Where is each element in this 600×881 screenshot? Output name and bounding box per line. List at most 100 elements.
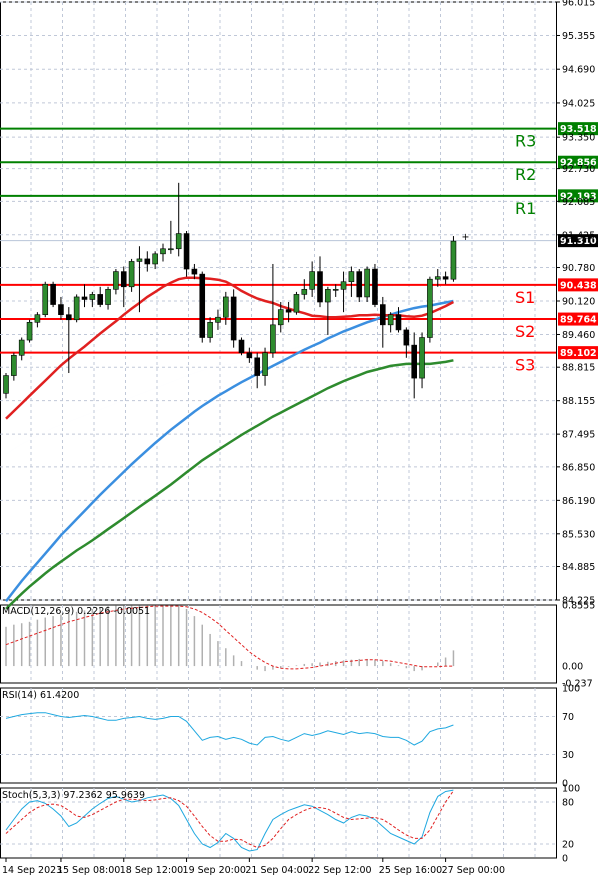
candle xyxy=(285,302,292,323)
candle-body-up xyxy=(277,309,284,326)
level-tag-S3: 89.102 xyxy=(560,348,597,359)
candle xyxy=(395,307,402,333)
level-label-R2: R2 xyxy=(515,165,536,184)
candle xyxy=(427,276,433,343)
level-tag-R3: 93.518 xyxy=(560,124,597,135)
stoch-tick-label: 100 xyxy=(562,784,580,795)
candle-body-down xyxy=(285,309,292,313)
candle-body-down xyxy=(120,271,127,288)
panel-frame-2 xyxy=(0,687,557,784)
candle-body-up xyxy=(168,248,174,251)
time-tick-label: 21 Sep 04:00 xyxy=(245,865,308,876)
candle xyxy=(230,289,237,348)
level-tag-S1: 90.438 xyxy=(560,280,597,291)
candle xyxy=(379,296,386,348)
candle-body-up xyxy=(215,316,221,323)
stoch-tick-label: 80 xyxy=(562,798,574,809)
candle-body-up xyxy=(89,294,96,300)
candle xyxy=(42,281,49,318)
level-label-R3: R3 xyxy=(515,132,536,151)
time-tick-label: 15 Sep 08:00 xyxy=(57,865,120,876)
price-tick-label: 86.190 xyxy=(562,496,595,507)
candle xyxy=(301,279,308,300)
candle xyxy=(3,373,9,399)
candle-body-down xyxy=(50,283,56,305)
candle xyxy=(434,269,441,287)
candle xyxy=(293,291,300,315)
candle xyxy=(325,286,331,335)
candle xyxy=(136,246,143,313)
time-tick-label: 22 Sep 12:00 xyxy=(308,865,371,876)
level-label-S2: S2 xyxy=(515,322,535,341)
rsi-tick-label: 100 xyxy=(562,684,580,695)
candle xyxy=(73,294,80,323)
price-tick-label: 84.885 xyxy=(562,562,595,573)
time-tick-label: 18 Sep 12:00 xyxy=(120,865,183,876)
level-tag-bg-R1 xyxy=(558,189,598,203)
candle xyxy=(340,271,347,313)
candle xyxy=(11,352,17,381)
stoch-label: Stoch(5,3,3) 97.2362 95.9639 xyxy=(2,790,145,801)
candle-body-up xyxy=(128,261,135,288)
candle-body-up xyxy=(207,322,213,338)
candle xyxy=(168,220,174,254)
ma-slow-line xyxy=(5,299,454,603)
level-tag-bg-S1 xyxy=(558,278,598,292)
stoch-k-line xyxy=(5,789,454,852)
candle-body-up xyxy=(348,271,355,283)
candle xyxy=(277,302,284,333)
price-tick-label: 94.690 xyxy=(562,65,595,76)
candle-body-down xyxy=(238,339,245,354)
price-tick-label: 88.155 xyxy=(562,396,595,407)
candle-body-up xyxy=(301,289,308,295)
candle-body-down xyxy=(97,294,103,305)
candle-body-up xyxy=(113,271,119,290)
candle xyxy=(89,291,96,308)
candle xyxy=(81,284,88,308)
candle-body-down xyxy=(442,276,449,280)
candle-body-down xyxy=(183,233,190,270)
candle-body-up xyxy=(223,296,229,318)
candle xyxy=(348,266,355,297)
ma-slowest-line xyxy=(5,359,454,610)
price-tick-label: 84.225 xyxy=(562,596,595,607)
price-tick-label: 95.355 xyxy=(562,31,595,42)
candle xyxy=(403,327,410,358)
time-tick-label: 14 Sep 2023 xyxy=(2,865,62,876)
candle-body-up xyxy=(11,354,17,376)
level-tag-bg-S2 xyxy=(558,312,598,326)
level-label-S1: S1 xyxy=(515,288,535,307)
candle xyxy=(246,347,253,363)
price-tick-label: 94.025 xyxy=(562,98,595,109)
last-price-marker: + xyxy=(461,232,469,243)
macd-label: MACD(12,26,9) 0.2226 -0.0051 xyxy=(2,606,150,617)
candle-body-up xyxy=(364,268,370,298)
candle xyxy=(215,309,221,330)
candle xyxy=(113,269,119,295)
candle xyxy=(332,284,339,297)
candle xyxy=(254,352,260,389)
candle-body-down xyxy=(411,344,418,379)
candle-body-up xyxy=(325,289,331,303)
candle xyxy=(97,286,103,308)
candle xyxy=(120,266,127,308)
candle-body-down xyxy=(395,314,402,331)
level-label-S3: S3 xyxy=(515,356,535,375)
price-tick-label: 89.460 xyxy=(562,330,595,341)
candle-body-down xyxy=(199,273,206,338)
candle xyxy=(387,312,394,333)
price-tick-label: 85.530 xyxy=(562,529,595,540)
candle-body-up xyxy=(105,289,111,305)
candle-body-up xyxy=(175,233,182,250)
rsi-tick-label: 0 xyxy=(562,779,568,790)
candle xyxy=(270,263,276,358)
candle xyxy=(58,296,64,320)
candle xyxy=(238,337,245,356)
price-tick-label: 96.015 xyxy=(562,0,595,9)
candle-body-down xyxy=(372,268,378,305)
candle xyxy=(442,271,449,285)
price-tick-label: 93.350 xyxy=(562,133,595,144)
macd-tick-label: 0.00 xyxy=(562,662,583,673)
level-tag-R1: 92.193 xyxy=(560,191,597,202)
candle-body-down xyxy=(379,304,386,326)
